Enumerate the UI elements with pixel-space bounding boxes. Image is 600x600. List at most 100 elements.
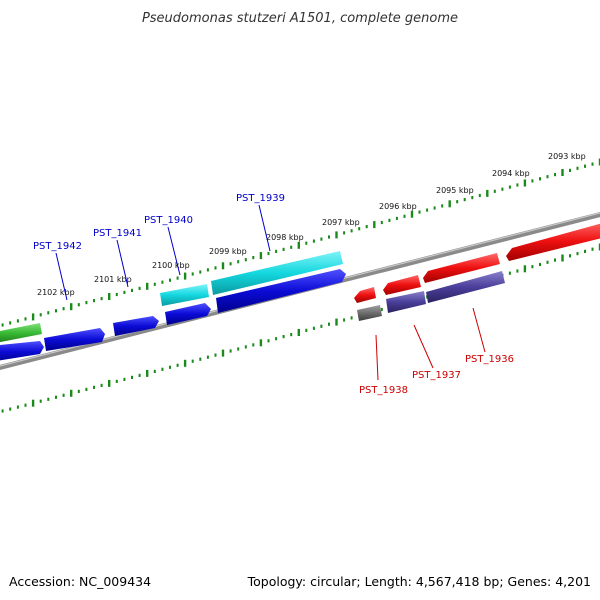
ruler-major-tick (598, 243, 600, 251)
ruler-minor-tick (39, 313, 42, 317)
gene-pst-1939[interactable] (211, 251, 346, 313)
ruler-major-tick (108, 293, 111, 300)
gene-pst-1936[interactable] (423, 253, 505, 303)
ruler-minor-tick (508, 271, 511, 275)
ruler-major-tick (259, 252, 263, 260)
gene-pst-1940[interactable] (160, 284, 211, 325)
ruler-minor-tick (1, 409, 4, 413)
ruler-minor-tick (176, 276, 179, 280)
ruler-minor-tick (328, 235, 330, 239)
ruler-minor-tick (206, 268, 209, 272)
ruler-minor-tick (161, 367, 164, 371)
ruler-minor-tick (55, 395, 57, 399)
ruler-minor-tick (576, 166, 579, 170)
ruler-major-tick (561, 169, 564, 176)
gene-pst-1942[interactable] (0, 323, 105, 362)
gene-arrow (160, 284, 209, 306)
ruler-major-tick (448, 200, 451, 208)
ruler-minor-tick (584, 249, 586, 253)
ruler-minor-tick (62, 393, 65, 397)
gene-label-pst-1942[interactable]: PST_1942 (33, 241, 82, 252)
ruler-minor-tick (591, 162, 594, 166)
ruler-minor-tick (350, 316, 353, 320)
ruler-minor-tick (569, 168, 571, 172)
ruler-minor-tick (55, 309, 57, 313)
gene-arrow (423, 253, 500, 283)
ruler-minor-tick (153, 369, 156, 373)
ruler-minor-tick (244, 345, 247, 349)
ruler-minor-tick (426, 208, 429, 212)
ruler-minor-tick (531, 179, 534, 183)
ruler-major-tick (297, 329, 300, 336)
ruler-minor-tick (275, 249, 278, 253)
ruler-minor-tick (516, 269, 519, 273)
gene-label-pst-1940[interactable]: PST_1940 (144, 215, 193, 226)
ruler-minor-tick (275, 337, 278, 341)
gene-arrow (113, 316, 159, 336)
ruler-minor-tick (584, 164, 586, 168)
ruler-minor-tick (267, 251, 270, 256)
gene-label-pst-1939[interactable]: PST_1939 (236, 193, 285, 204)
accession-text: Accession: NC_009434 (9, 574, 151, 589)
ruler-minor-tick (380, 220, 383, 225)
gene-pst-1938[interactable] (354, 287, 382, 321)
ruler-major-tick (561, 254, 564, 262)
callout-line-pst-1937 (413, 324, 434, 369)
ruler-minor-tick (131, 375, 133, 379)
ruler-minor-tick (77, 303, 80, 307)
ruler-minor-tick (539, 177, 541, 181)
ruler-minor-tick (456, 200, 459, 204)
ruler-minor-tick (516, 183, 519, 187)
ruler-minor-tick (237, 347, 240, 351)
gene-arrow (216, 269, 346, 313)
ruler-major-tick (31, 399, 35, 407)
gene-label-pst-1937[interactable]: PST_1937 (412, 370, 461, 381)
ruler-minor-tick (305, 241, 308, 245)
ruler-minor-tick (418, 210, 421, 214)
gene-arrow (165, 303, 211, 325)
ruler-minor-tick (62, 307, 65, 311)
callout-line-pst-1942 (55, 252, 68, 301)
gene-arrow (506, 223, 600, 261)
genome-summary-text: Topology: circular; Length: 4,567,418 bp… (247, 574, 591, 589)
ruler-minor-tick (539, 262, 541, 267)
ruler-major-tick (70, 389, 73, 397)
ruler-minor-tick (305, 328, 308, 332)
ruler-minor-tick (237, 260, 240, 264)
gene-pst-1937[interactable] (383, 275, 426, 313)
gene-label-pst-1936[interactable]: PST_1936 (465, 354, 514, 365)
gene-arrow (0, 323, 42, 343)
ruler-label: 2098 kbp (266, 233, 304, 242)
ruler-major-tick (221, 262, 225, 270)
ruler-minor-tick (343, 231, 346, 235)
ruler-minor-tick (1, 323, 4, 327)
gene-arrow (383, 275, 421, 295)
ruler-major-tick (335, 318, 338, 326)
ruler-minor-tick (244, 258, 247, 262)
ruler-major-tick (373, 221, 376, 229)
ruler-minor-tick (123, 290, 126, 294)
ruler-minor-tick (100, 297, 103, 301)
ruler-minor-tick (312, 239, 315, 243)
ruler-minor-tick (9, 321, 12, 325)
callout-line-pst-1936 (472, 307, 486, 353)
outer-position-ruler (1, 158, 600, 327)
ruler-minor-tick (229, 262, 232, 266)
gene-label-pst-1941[interactable]: PST_1941 (93, 228, 142, 239)
ruler-minor-tick (85, 301, 88, 305)
ruler-label: 2102 kbp (37, 288, 75, 297)
ruler-label: 2095 kbp (436, 186, 474, 195)
ruler-minor-tick (131, 288, 133, 292)
gene-label-pst-1938[interactable]: PST_1938 (359, 385, 408, 396)
gene-next[interactable] (506, 221, 600, 261)
ruler-minor-tick (191, 272, 194, 276)
gene-arrow (386, 291, 426, 313)
gene-arrow (0, 341, 44, 361)
gene-arrow (354, 287, 376, 303)
ruler-major-tick (335, 231, 338, 239)
ruler-minor-tick (176, 363, 179, 367)
ruler-minor-tick (93, 385, 95, 389)
ruler-minor-tick (343, 318, 346, 322)
gene-pst-1941[interactable] (113, 316, 159, 336)
